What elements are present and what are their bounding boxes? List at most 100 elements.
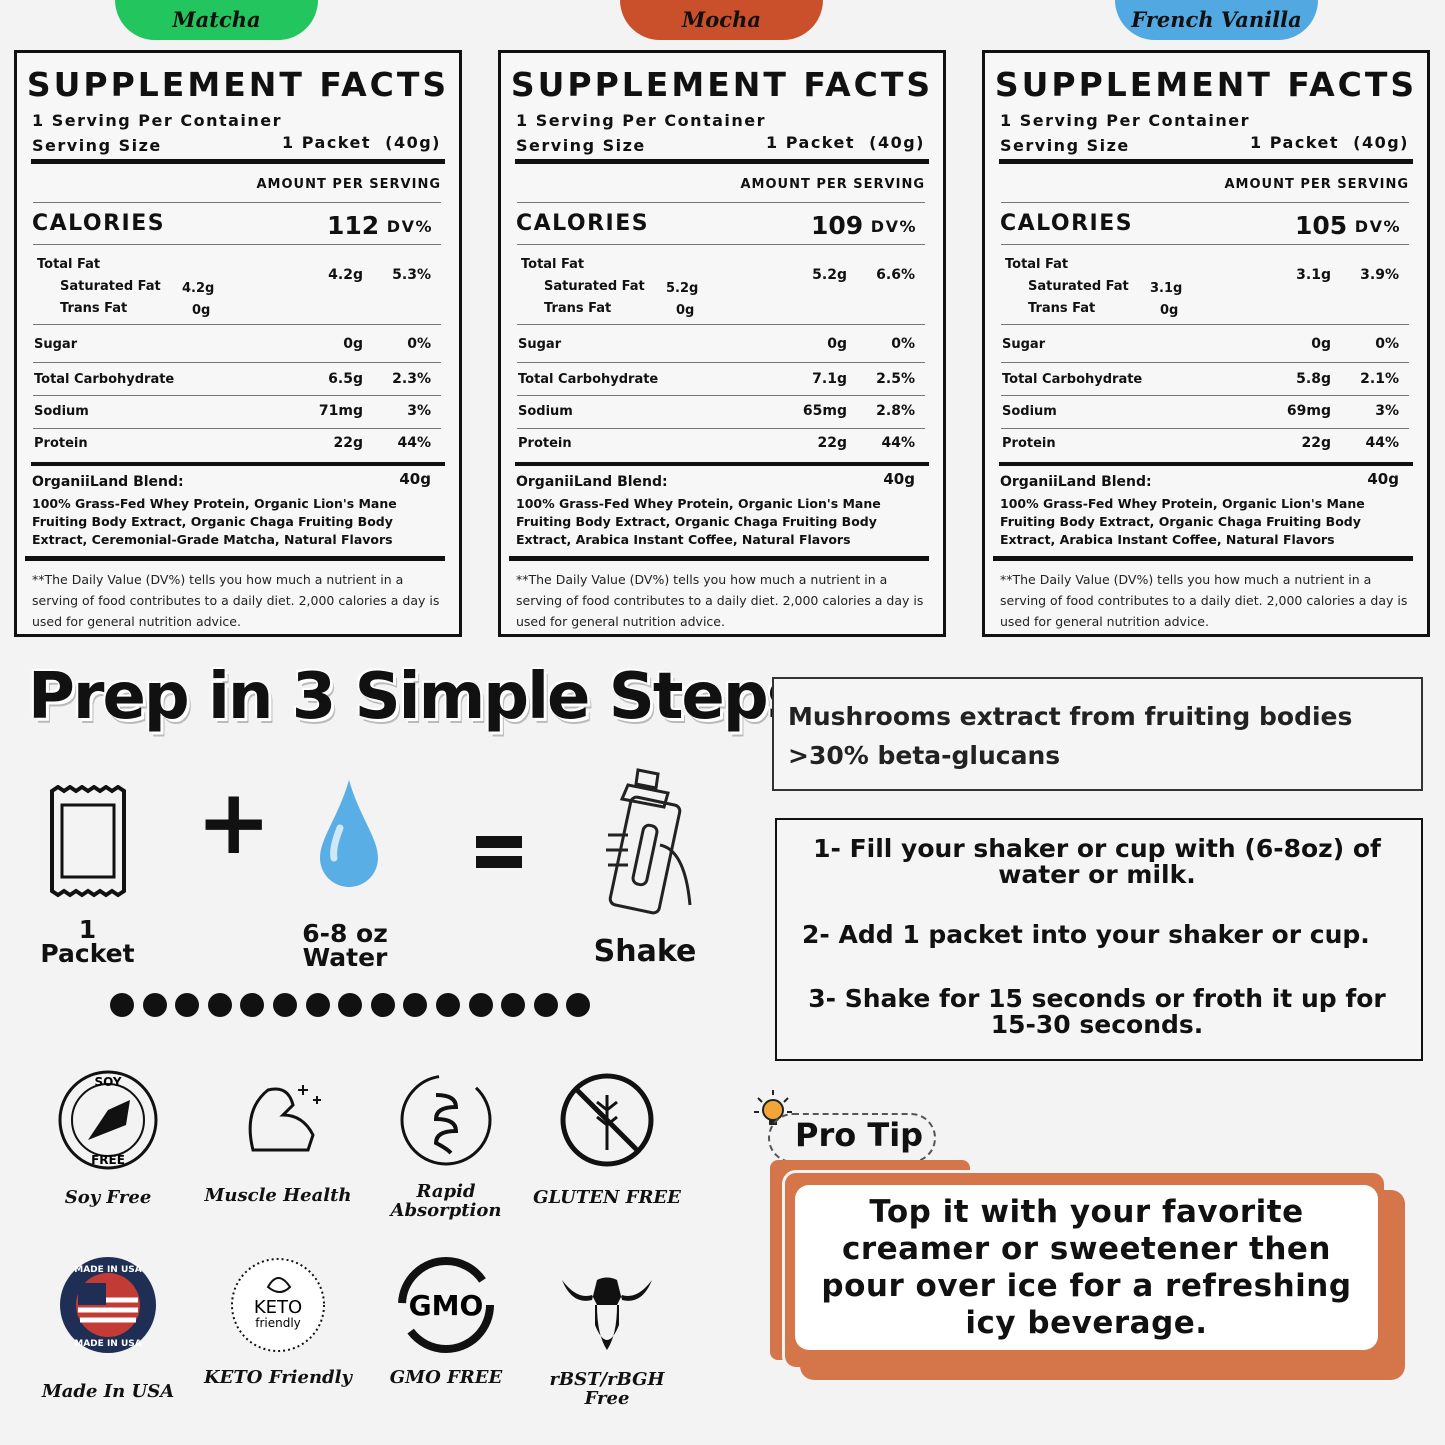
packet-label: 1 Packet (40, 915, 135, 968)
svg-text:KETO: KETO (254, 1297, 302, 1318)
saturated-fat-amount: 3.1g (1150, 281, 1183, 296)
nutrient-amount: 5.8g (1296, 371, 1331, 387)
flavor-name: Mocha (682, 6, 761, 32)
nutrient-label: Sodium (518, 404, 573, 419)
pro-tip-text: Top it with your favorite creamer or swe… (821, 1193, 1352, 1341)
nutrient-dv: 0% (1375, 336, 1399, 352)
badge-label: Muscle Health (204, 1185, 352, 1206)
divider (25, 556, 445, 561)
dv-label: DV% (386, 217, 433, 236)
nutrient-dv: 2.3% (392, 371, 431, 387)
nutrient-dv: 3% (407, 403, 431, 419)
divider-dot (338, 993, 363, 1017)
gluten-free-icon (560, 1073, 654, 1167)
badge-label: rBST/rBGH Free (549, 1369, 665, 1409)
flavor-name: Matcha (172, 6, 261, 32)
divider (1001, 395, 1409, 396)
divider (33, 324, 441, 325)
svg-text:GMO: GMO (409, 1289, 484, 1322)
dv-label: DV% (870, 217, 917, 236)
nutrient-dv: 2.5% (876, 371, 915, 387)
blend-label: OrganiiLand Blend: (516, 474, 668, 490)
nutrient-label: Total Carbohydrate (1002, 372, 1143, 387)
total-fat-dv: 5.3% (392, 267, 431, 283)
saturated-fat-amount: 5.2g (666, 281, 699, 296)
digestion-icon (400, 1074, 492, 1166)
divider-dot (533, 993, 558, 1017)
divider-dot (273, 993, 297, 1017)
nutrient-label: Protein (34, 436, 88, 451)
total-fat-label: Total Fat (1005, 257, 1069, 272)
trans-fat-amount: 0g (676, 303, 695, 318)
steps-box: 1- Fill your shaker or cup with (6-8oz) … (775, 818, 1423, 1061)
total-fat-amount: 4.2g (328, 267, 363, 283)
flavor-tab-2: French Vanilla (1115, 0, 1318, 40)
serving-size-value: 1 Packet (40g) (1250, 133, 1409, 152)
serving-size-label: Serving Size (516, 136, 646, 155)
nutrient-dv: 3% (1375, 403, 1399, 419)
amount-per-serving: AMOUNT PER SERVING (1224, 177, 1409, 192)
dv-footnote: **The Daily Value (DV%) tells you how mu… (1000, 572, 1408, 629)
shake-label: Shake (593, 934, 697, 969)
servings-per-container: 1 Serving Per Container (516, 111, 767, 130)
soy-free-icon: SOY FREE (58, 1070, 158, 1170)
supplement-facts-panel: SUPPLEMENT FACTS 1 Serving Per Container… (498, 50, 946, 637)
water-drop-icon (320, 780, 378, 887)
badge-label: GMO FREE (389, 1367, 503, 1388)
calories-value: 105 (1295, 211, 1348, 240)
calories-label: CALORIES (1000, 211, 1134, 236)
plus-sign: + (196, 770, 272, 875)
blend-ingredients: 100% Grass-Fed Whey Protein, Organic Lio… (516, 496, 881, 547)
divider-dot (436, 993, 460, 1017)
pro-tip-card: Top it with your favorite creamer or swe… (795, 1185, 1378, 1350)
mushroom-note: Mushrooms extract from fruiting bodies >… (788, 702, 1353, 770)
nutrient-amount: 7.1g (812, 371, 847, 387)
dv-footnote: **The Daily Value (DV%) tells you how mu… (32, 572, 440, 629)
blend-label: OrganiiLand Blend: (32, 474, 184, 490)
flavor-tab-1: Mocha (620, 0, 823, 40)
blend-ingredients: 100% Grass-Fed Whey Protein, Organic Lio… (32, 496, 397, 547)
badge-label: Rapid Absorption (390, 1181, 502, 1221)
svg-text:friendly: friendly (255, 1316, 301, 1330)
calories-label: CALORIES (32, 211, 166, 236)
serving-size-value: 1 Packet (40g) (282, 133, 441, 152)
total-fat-dv: 6.6% (876, 267, 915, 283)
blend-amount: 40g (883, 470, 915, 488)
step-3: 3- Shake for 15 seconds or froth it up f… (808, 984, 1386, 1039)
divider-dot (501, 993, 526, 1017)
saturated-fat-label: Saturated Fat (60, 279, 161, 294)
nutrient-dv: 2.8% (876, 403, 915, 419)
badge-label: KETO Friendly (204, 1367, 352, 1388)
flavor-tab-0: Matcha (115, 0, 318, 40)
divider-dot (142, 993, 167, 1017)
divider (1001, 324, 1409, 325)
svg-text:MADE IN USA: MADE IN USA (74, 1339, 141, 1349)
calories-value: 109 (811, 211, 864, 240)
divider (1001, 428, 1409, 429)
divider (515, 159, 929, 164)
divider (1001, 244, 1409, 245)
servings-per-container: 1 Serving Per Container (1000, 111, 1251, 130)
nutrient-amount: 22g (333, 435, 363, 451)
nutrient-dv: 44% (397, 435, 431, 451)
nutrient-amount: 22g (1301, 435, 1331, 451)
water-label: 6-8 oz Water (302, 919, 388, 972)
divider (517, 324, 925, 325)
amount-per-serving: AMOUNT PER SERVING (256, 177, 441, 192)
nutrient-amount: 65mg (802, 403, 847, 419)
divider (1001, 202, 1409, 203)
svg-text:MADE IN USA: MADE IN USA (74, 1265, 141, 1275)
nutrient-label: Protein (518, 436, 572, 451)
divider (1001, 362, 1409, 363)
trans-fat-label: Trans Fat (544, 301, 612, 316)
divider (33, 362, 441, 363)
divider-dot (468, 993, 493, 1017)
serving-size-label: Serving Size (1000, 136, 1130, 155)
flavor-name: French Vanilla (1131, 6, 1302, 32)
nutrient-label: Sodium (1002, 404, 1057, 419)
equals-bar (476, 836, 522, 848)
shaker-icon (606, 768, 692, 915)
nutrient-label: Sugar (1002, 337, 1046, 352)
supplement-facts-panel: SUPPLEMENT FACTS 1 Serving Per Container… (14, 50, 462, 637)
